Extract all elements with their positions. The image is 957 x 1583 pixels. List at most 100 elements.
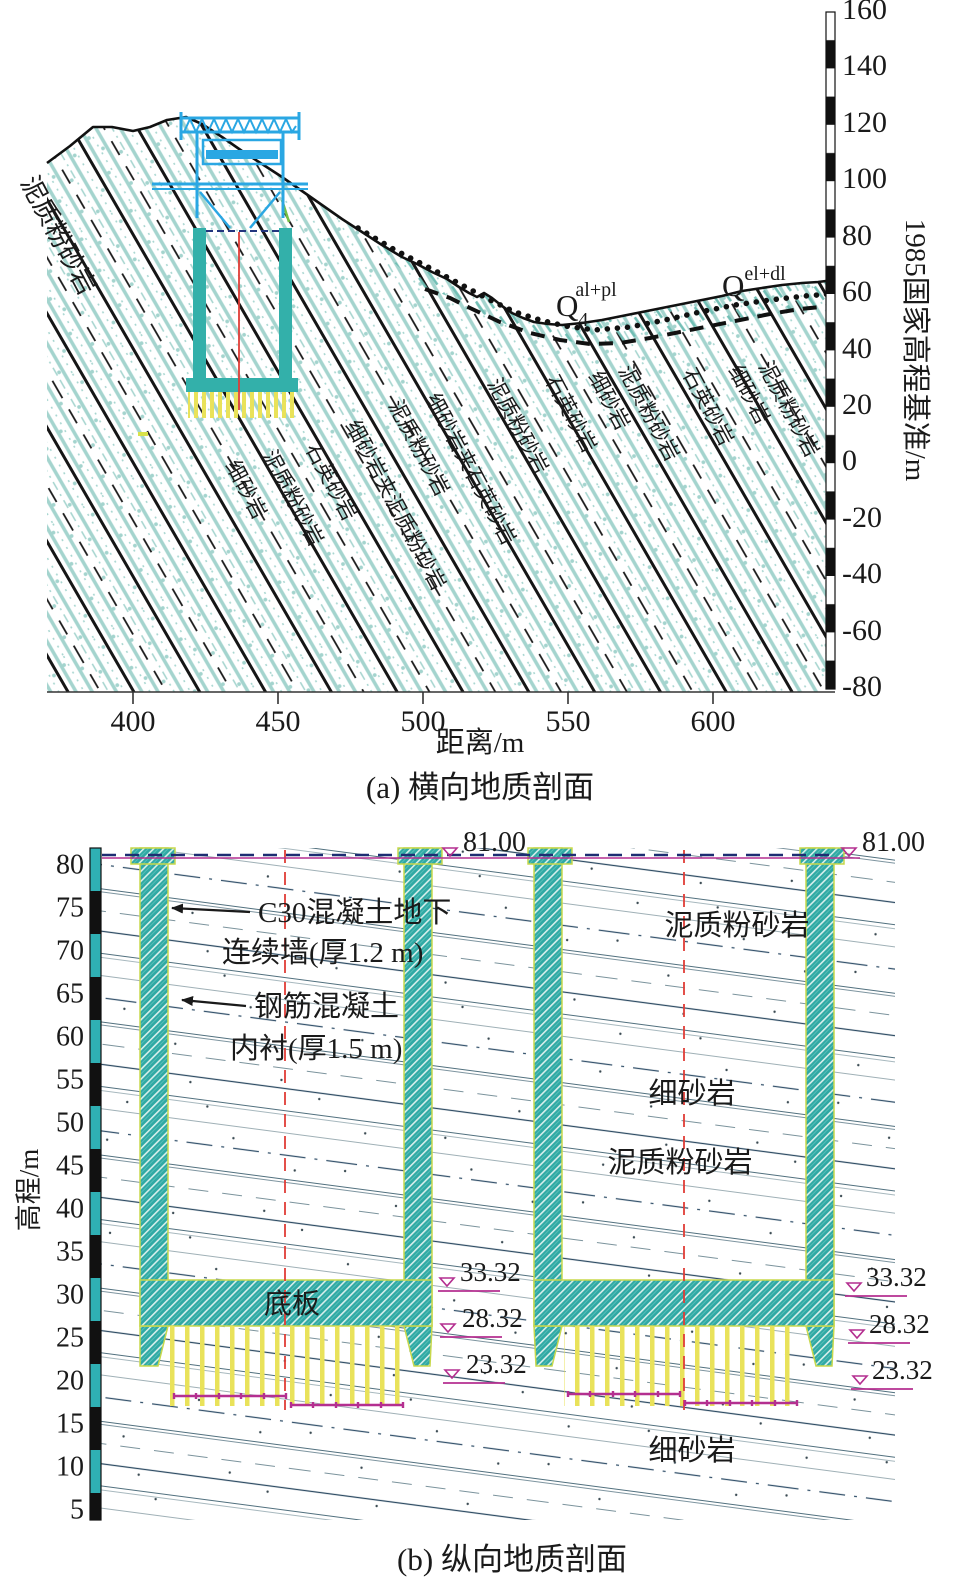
caisson-left-wall — [193, 228, 206, 386]
annotations: C30混凝土地下 连续墙(厚1.2 m) 钢筋混凝土 内衬(厚1.5 m) — [171, 896, 451, 1065]
caisson-shaft — [138, 199, 298, 436]
y-tick-label: 5 — [70, 1494, 84, 1525]
wall-2-collar — [397, 847, 443, 865]
annotation-wall-line2: 连续墙(厚1.2 m) — [222, 936, 423, 969]
y-tick-label: 10 — [56, 1451, 84, 1482]
level-marker-triangle — [851, 1375, 869, 1386]
y-tick-label: 20 — [56, 1365, 84, 1396]
yellow-accent-mark — [138, 432, 148, 436]
elevation-markers-right: 33.32 28.32 23.32 — [845, 1262, 933, 1390]
y-tick-label: 0 — [842, 444, 857, 477]
y-tick-label: -60 — [842, 614, 882, 647]
caption-a: (a) 横向地质剖面 — [366, 770, 594, 805]
panel-b: 81.00 81.00 33.32 28.32 23.32 — [14, 827, 933, 1577]
x-axis-labels: 400 450 500 550 600 — [111, 705, 736, 738]
y-axis-title-a: 1985国家高程基准/m — [899, 219, 932, 482]
pin-ticks — [172, 1393, 288, 1399]
rock-labels-b: 泥质粉砂岩 细砂岩 泥质粉砂岩 细砂岩 — [607, 909, 809, 1467]
level-marker-triangle — [443, 1369, 461, 1380]
pile-group-1 — [170, 1326, 406, 1406]
gantry-hopper-left — [199, 191, 231, 229]
y-tick-label: 80 — [56, 849, 84, 880]
y-tick-label: 70 — [56, 935, 84, 966]
annotation-lining-line2: 内衬(厚1.5 m) — [230, 1032, 402, 1065]
rock-label: 细砂岩 — [648, 1434, 735, 1467]
dotted-boundary-line — [355, 225, 833, 333]
y-tick-label: 20 — [842, 388, 872, 421]
level-marker-triangle — [845, 1282, 863, 1293]
y-tick-label: -40 — [842, 557, 882, 590]
level-label: 33.32 — [460, 1257, 521, 1287]
gantry-crane — [152, 112, 308, 229]
level-marker-triangle — [439, 1323, 457, 1334]
slab-label: 底板 — [264, 1288, 320, 1320]
y-tick-label: 65 — [56, 978, 84, 1009]
y-tick-label: 25 — [56, 1322, 84, 1353]
ground-surface-line — [46, 115, 827, 327]
dashed-boundary-line — [424, 287, 831, 347]
level-label: 23.32 — [466, 1349, 527, 1379]
y-tick-label: 30 — [56, 1279, 84, 1310]
x-axis-title: 距离/m — [436, 726, 525, 759]
wall-1 — [139, 847, 169, 1327]
y-tick-label: 55 — [56, 1064, 84, 1095]
y-tick-label: 140 — [842, 49, 887, 82]
y-tick-label: 40 — [842, 332, 872, 365]
annotation-lining-line1: 钢筋混凝土 — [254, 990, 399, 1023]
annotation-wall-line1: C30混凝土地下 — [258, 896, 451, 929]
y-tick-label: 35 — [56, 1236, 84, 1267]
elevation-scale-bar-a — [825, 11, 836, 690]
gantry-hoist-bar — [206, 150, 278, 159]
pin-level-lines — [172, 1391, 799, 1408]
y-tick-label: 120 — [842, 106, 887, 139]
x-tick-label: 550 — [546, 705, 591, 738]
y-tick-label: 45 — [56, 1150, 84, 1181]
top-level-label-right: 81.00 — [862, 827, 925, 858]
y-tick-label: 60 — [842, 275, 872, 308]
caption-b: (b) 纵向地质剖面 — [397, 1542, 627, 1577]
strata-body — [47, 117, 826, 692]
level-label: 28.32 — [869, 1309, 930, 1339]
level-marker-triangle — [441, 847, 459, 858]
y-tick-label: 40 — [56, 1193, 84, 1224]
wall-3 — [533, 847, 563, 1327]
annotation-arrow-wall — [171, 903, 251, 914]
wall-4 — [805, 847, 835, 1327]
y-tick-label: -80 — [842, 670, 882, 703]
x-tick-label: 450 — [256, 705, 301, 738]
y-tick-label: 160 — [842, 0, 887, 26]
y-tick-label: 60 — [56, 1021, 84, 1052]
x-tick-label: 600 — [691, 705, 736, 738]
gantry-hopper-right — [249, 191, 281, 229]
elevation-scale-bar-b — [89, 847, 102, 1521]
y-axis-title-b: 高程/m — [14, 1149, 44, 1232]
y-tick-label: 100 — [842, 162, 887, 195]
level-label: 23.32 — [872, 1355, 933, 1385]
rock-label: 细砂岩 — [648, 1077, 735, 1110]
y-tick-label: 50 — [56, 1107, 84, 1138]
pin-ticks — [566, 1391, 682, 1397]
bottom-slab-1 — [139, 1279, 433, 1327]
elevation-markers-mid: 33.32 28.32 23.32 — [438, 1257, 527, 1384]
level-label: 28.32 — [462, 1303, 523, 1333]
level-marker-triangle — [438, 1277, 456, 1288]
level-marker-triangle — [840, 847, 858, 858]
y-axis-labels-a: 160 140 120 100 80 60 40 20 0 -20 -40 -6… — [842, 0, 887, 703]
quaternary-cover-band — [362, 232, 826, 344]
x-tick-label: 400 — [111, 705, 156, 738]
gantry-truss-zigzag — [183, 116, 297, 135]
y-tick-label: -20 — [842, 501, 882, 534]
rock-label: 泥质粉砂岩 — [607, 1146, 752, 1179]
x-tick-label: 500 — [401, 705, 446, 738]
qe-label: Qel+dl — [722, 263, 786, 303]
annotation-arrow-lining — [181, 996, 247, 1008]
pin-ticks — [683, 1400, 799, 1406]
y-tick-label: 15 — [56, 1408, 84, 1439]
caisson-bottom-slab — [186, 378, 298, 392]
level-label: 33.32 — [866, 1262, 927, 1292]
panel-a: 泥质粉砂岩 细砂岩 泥质粉砂岩 石英砂岩 细砂岩夹泥质粉砂岩 泥质粉砂岩 细砂岩… — [15, 0, 932, 805]
strata-background-b — [101, 848, 895, 1520]
caisson-piles — [188, 392, 296, 418]
